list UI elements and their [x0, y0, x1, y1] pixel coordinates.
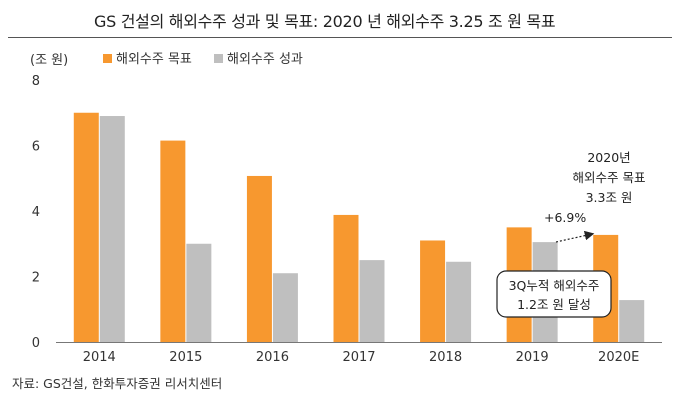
x-tick-label: 2015	[169, 350, 202, 365]
bar-target-2016	[246, 175, 272, 342]
bar-target-2017	[333, 214, 359, 342]
x-tick-label: 2020E	[598, 350, 639, 365]
bars	[73, 112, 645, 343]
bar-target-2014	[73, 112, 99, 342]
bar-target-2018	[420, 240, 446, 342]
x-axis-ticks: 2014 2015 2016 2017 2018 2019 2020E	[83, 350, 640, 365]
bar-result-2018	[446, 261, 472, 342]
x-tick-label: 2014	[83, 350, 116, 365]
annotation-3q-box-frame	[496, 270, 612, 318]
y-axis-unit: (조 원)	[30, 53, 68, 68]
bar-result-2015	[186, 243, 212, 342]
annotation-2020-target-line1: 2020년	[587, 150, 630, 165]
bar-result-2017	[359, 260, 385, 342]
bar-result-2016	[272, 273, 298, 342]
annotation-3q-line2: 1.2조 원 달성	[517, 297, 591, 312]
bar-result-2020E	[619, 300, 645, 342]
y-tick-label: 8	[32, 74, 40, 89]
annotation-2020-target: 2020년 해외수주 목표 3.3조 원	[573, 150, 646, 205]
x-tick-label: 2018	[429, 350, 462, 365]
growth-arrow	[555, 230, 595, 243]
annotation-3q-line1: 3Q누적 해외수주	[509, 278, 600, 293]
x-tick-label: 2019	[516, 350, 549, 365]
bar-result-2014	[99, 116, 125, 343]
y-tick-label: 0	[32, 336, 40, 351]
y-tick-label: 4	[32, 205, 40, 220]
annotation-2020-target-line3: 3.3조 원	[586, 190, 633, 205]
x-tick-label: 2017	[342, 350, 375, 365]
growth-label: +6.9%	[544, 210, 586, 225]
y-tick-label: 2	[32, 271, 40, 286]
legend-swatch-result	[214, 54, 223, 63]
x-tick-label: 2016	[256, 350, 289, 365]
source-note: 자료: GS건설, 한화투자증권 리서치센터	[12, 376, 223, 391]
y-tick-label: 6	[32, 140, 40, 155]
annotation-2020-target-line2: 해외수주 목표	[573, 170, 646, 185]
legend-label-target: 해외수주 목표	[116, 52, 192, 67]
y-axis-ticks: 0 2 4 6 8	[32, 74, 40, 351]
title-divider	[8, 37, 672, 38]
bar-target-2015	[160, 140, 186, 342]
legend-label-result: 해외수주 성과	[227, 52, 303, 67]
legend-swatch-target	[103, 54, 112, 63]
annotation-3q-box: 3Q누적 해외수주 1.2조 원 달성	[496, 270, 612, 318]
legend: 해외수주 목표 해외수주 성과	[103, 52, 303, 67]
chart-title: GS 건설의 해외수주 성과 및 목표: 2020 년 해외수주 3.25 조 …	[94, 12, 556, 31]
